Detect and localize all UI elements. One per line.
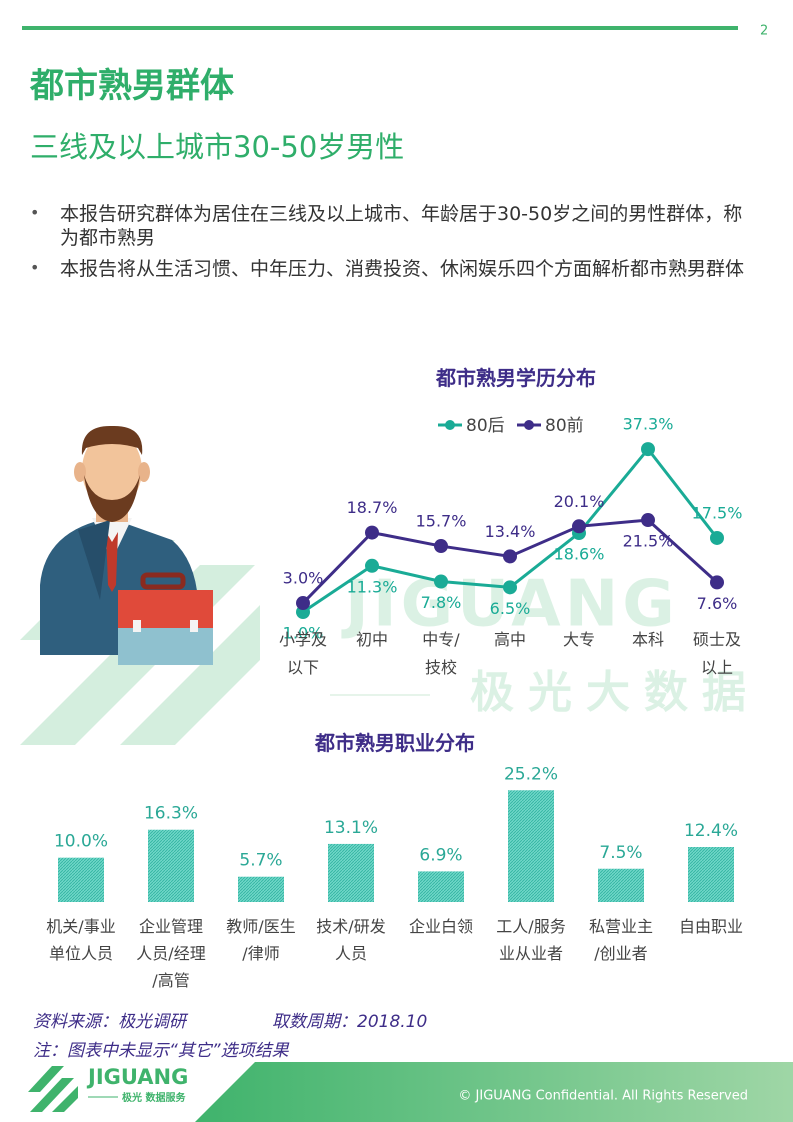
bar	[688, 847, 734, 902]
data-label: 18.7%	[347, 498, 398, 517]
x-tick-label: 教师/医生 /律师	[226, 917, 296, 963]
bar	[328, 843, 374, 902]
man-illustration	[40, 425, 213, 665]
subtitle: 三线及以上城市30-50岁男性	[30, 130, 405, 164]
x-tick-label: 机关/事业 单位人员	[46, 917, 116, 963]
data-label: 7.5%	[599, 843, 642, 863]
x-tick-label: 中专/ 技校	[422, 630, 460, 677]
chart-title: 都市熟男学历分布	[436, 366, 596, 390]
chart-title: 都市熟男职业分布	[315, 731, 475, 755]
x-tick-label: 硕士及 以上	[692, 630, 742, 677]
data-label: 16.3%	[144, 804, 198, 824]
x-tick-label: 私营业主 /创业者	[588, 917, 654, 963]
watermark-text: 极光大数据	[470, 667, 760, 718]
period: 取数周期：2018.10	[272, 1012, 428, 1032]
data-point	[365, 558, 379, 573]
data-point	[710, 530, 724, 545]
bar	[148, 829, 194, 902]
watermark-logo-text: JIGUANG	[341, 568, 679, 642]
data-point	[641, 442, 655, 457]
x-tick-label: 自由职业	[678, 917, 744, 936]
data-label: 20.1%	[554, 492, 605, 511]
data-point	[503, 580, 517, 595]
page-number: 2	[760, 24, 768, 39]
bullet: 本报告研究群体为居住在三线及以上城市、年龄居于30-50岁之间的男性群体，称为都…	[60, 203, 743, 249]
data-label: 18.6%	[554, 545, 605, 564]
x-tick-label: 初中	[355, 630, 389, 649]
title: 都市熟男群体	[30, 66, 234, 106]
x-tick-label: 本科	[631, 630, 665, 649]
x-tick-label: 技术/研发 人员	[316, 917, 386, 963]
legend-marker	[445, 420, 455, 430]
x-tick-label: 工人/服务 业从业者	[496, 917, 566, 963]
data-point	[434, 539, 448, 554]
x-tick-label: 小学及 以下	[278, 630, 328, 677]
bullet-dot: •	[30, 203, 40, 222]
data-label: 11.3%	[347, 577, 398, 596]
x-tick-label: 大专	[562, 630, 596, 649]
data-label: 21.5%	[623, 532, 674, 551]
data-label: 7.6%	[697, 594, 738, 613]
bullet-dot: •	[30, 258, 40, 277]
data-label: 5.7%	[239, 851, 282, 871]
footer-logo-sub: 极光 数据服务	[122, 1091, 186, 1104]
x-tick-label: 企业管理 人员/经理 /高管	[136, 917, 206, 990]
source: 资料来源：极光调研	[33, 1012, 186, 1032]
data-label: 6.5%	[490, 599, 531, 618]
data-label: 15.7%	[416, 512, 467, 531]
bullet: 本报告将从生活习惯、中年压力、消费投资、休闲娱乐四个方面解析都市熟男群体	[60, 258, 745, 280]
data-label: 3.0%	[283, 569, 324, 588]
data-label: 13.1%	[324, 818, 378, 838]
data-point	[365, 525, 379, 540]
footer-band	[195, 1062, 793, 1122]
bar	[58, 857, 104, 902]
footer-logo: JIGUANG	[86, 1065, 188, 1089]
data-point	[503, 549, 517, 564]
data-label: 6.9%	[419, 845, 462, 865]
data-label: 12.4%	[684, 821, 738, 841]
data-point	[641, 513, 655, 528]
legend-marker	[524, 420, 534, 430]
data-label: 17.5%	[692, 503, 743, 522]
data-label: 1.0%	[283, 624, 324, 643]
bar	[238, 876, 284, 902]
legend-label: 80前	[545, 416, 584, 436]
data-point	[434, 574, 448, 589]
footer-logo-icon	[28, 1066, 78, 1112]
data-label: 10.0%	[54, 832, 108, 852]
data-label: 7.8%	[421, 593, 462, 612]
x-tick-label: 企业白领	[408, 917, 474, 936]
bar	[598, 868, 644, 902]
legend-label: 80后	[466, 416, 505, 436]
bar	[508, 790, 554, 902]
note: 注：图表中未显示“其它”选项结果	[33, 1041, 289, 1061]
data-label: 13.4%	[485, 522, 536, 541]
bar	[418, 871, 464, 902]
data-point	[296, 596, 310, 611]
data-label: 37.3%	[623, 415, 674, 434]
data-point	[710, 575, 724, 590]
data-point	[572, 519, 586, 534]
data-label: 25.2%	[504, 764, 558, 784]
x-tick-label: 高中	[493, 630, 527, 649]
copyright: © JIGUANG Confidential. All Rights Reser…	[458, 1089, 748, 1104]
